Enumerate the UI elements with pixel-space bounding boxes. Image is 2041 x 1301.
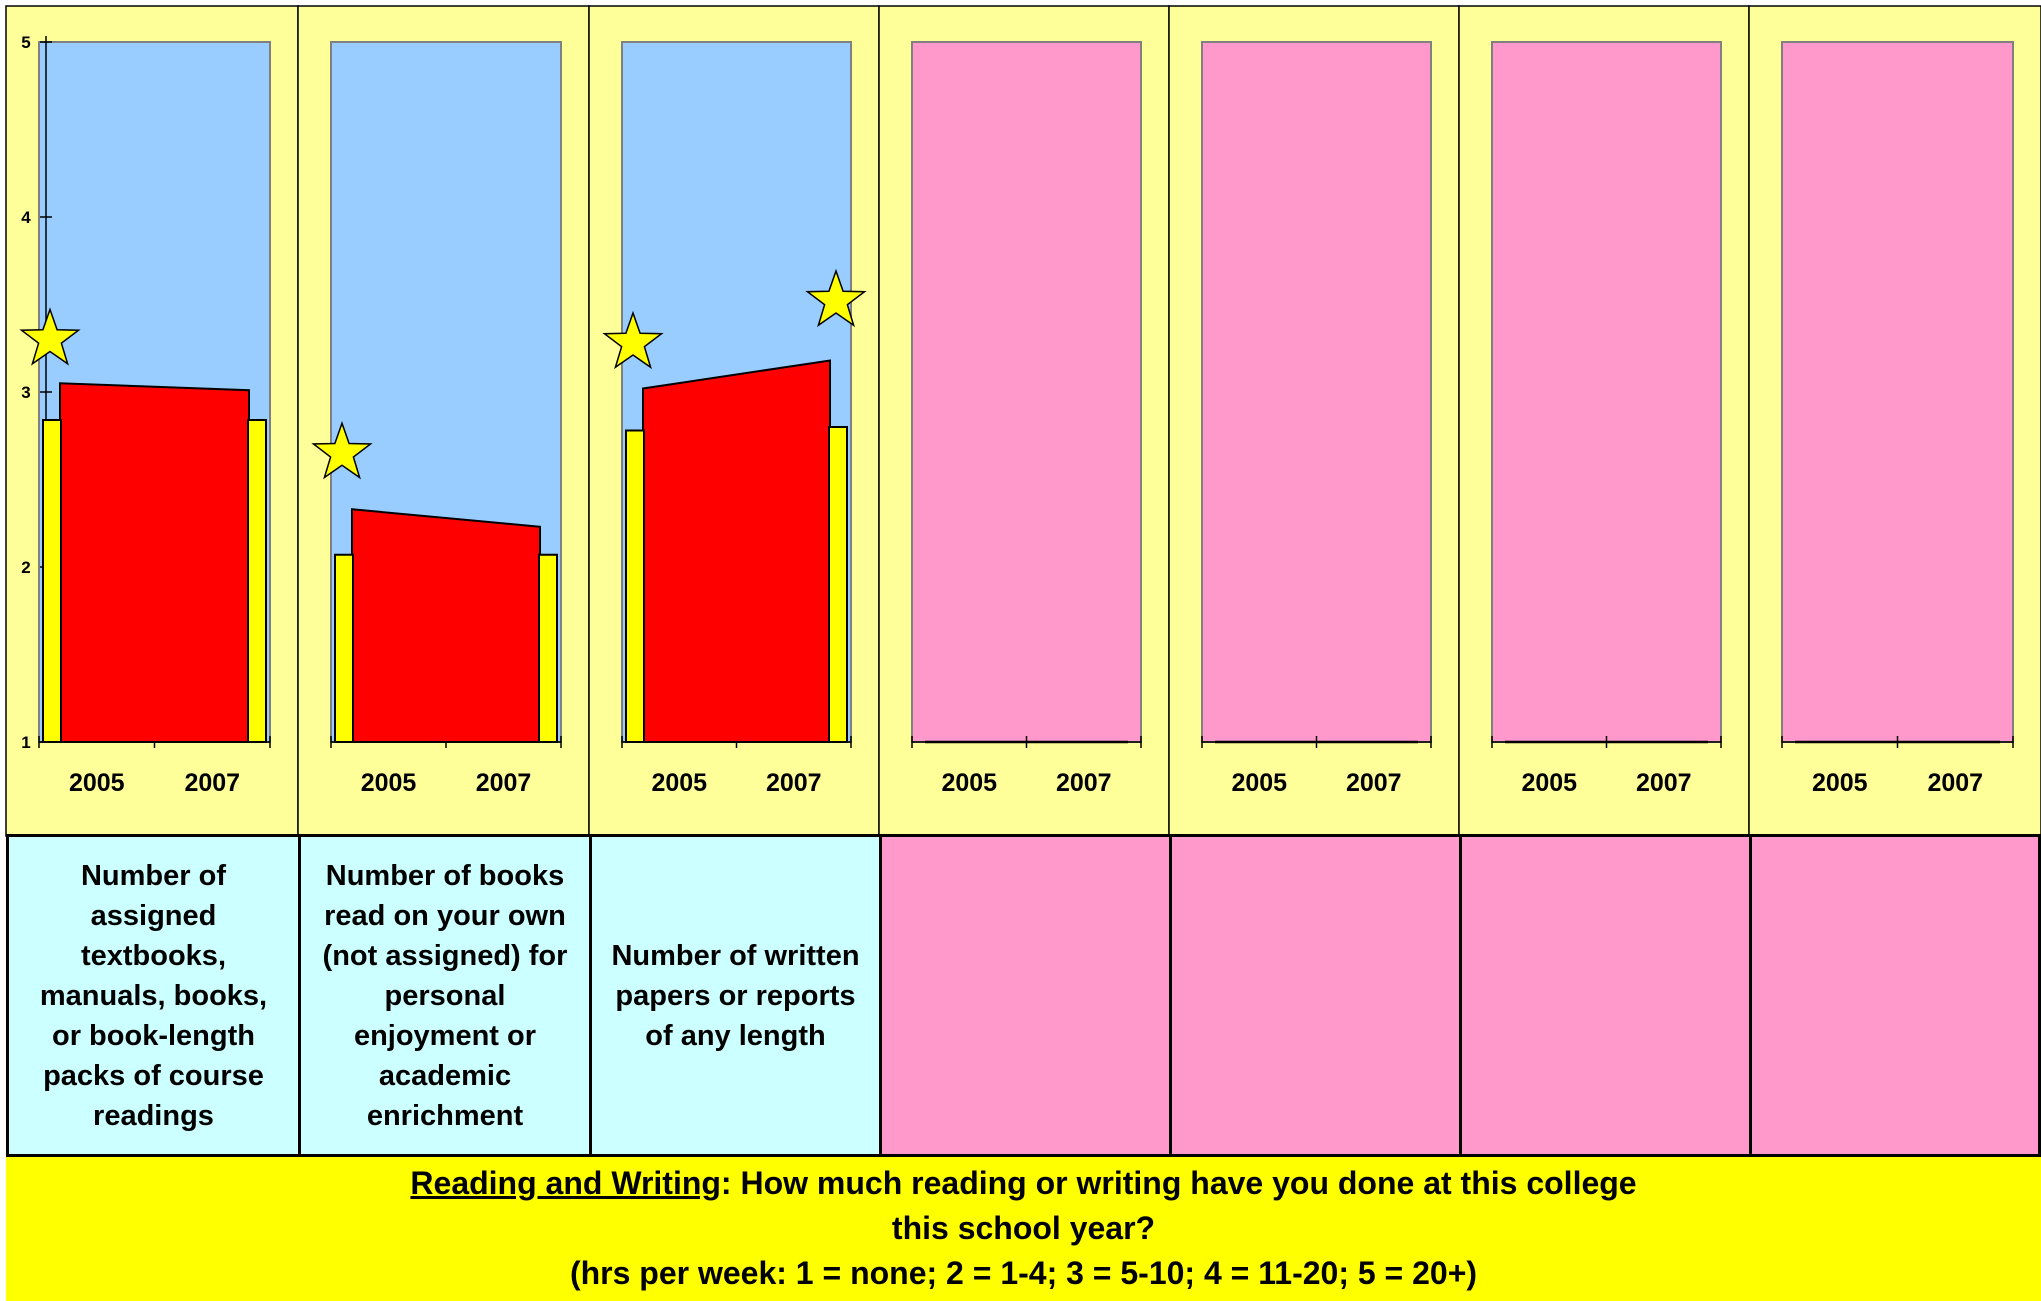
panel-4-plot-area <box>911 41 1142 743</box>
panel-5-x-label-2005: 2005 <box>1231 769 1287 797</box>
footer-line-2: this school year? <box>891 1210 1156 1246</box>
footer-line-1: Reading and Writing: How much reading or… <box>6 1161 2041 1206</box>
panel-2-x-label-2007: 2007 <box>476 769 532 797</box>
panel-4-x-label-2007: 2007 <box>1056 769 1112 797</box>
panel-1-star-2005 <box>19 307 81 366</box>
panel-3-bar-2005 <box>625 429 645 743</box>
panel-label-line: of any length <box>645 1019 826 1052</box>
panel-2-x-label-2005: 2005 <box>361 769 417 797</box>
panel-5-plot-area <box>1201 41 1432 743</box>
panel-3-star-2005 <box>602 310 664 370</box>
panel-2-label: Number of books read on your own (not assi… <box>298 834 589 1154</box>
y-tick-label-2: 2 <box>21 558 30 577</box>
panel-5-label <box>1169 834 1459 1154</box>
panel-6-label <box>1459 834 1749 1154</box>
panel-6-x-label-2005: 2005 <box>1521 769 1577 797</box>
y-tick-label-3: 3 <box>21 383 30 402</box>
panel-6-x-label-2007: 2007 <box>1636 769 1692 797</box>
chart-footer: Reading and Writing: How much reading or… <box>6 1154 2041 1301</box>
panel-label-line: assigned <box>90 899 217 932</box>
y-tick-label-4: 4 <box>21 208 31 227</box>
panel-2-star-2005 <box>311 421 373 480</box>
panel-7-label <box>1749 834 2041 1154</box>
panel-label-line: read on your own <box>324 899 566 932</box>
footer-scale-key: (hrs per week: 1 = none; 2 = 1-4; 3 = 5-… <box>569 1255 1478 1291</box>
panel-label-line: Number of books <box>325 859 565 892</box>
panel-2-bar-2005 <box>334 553 354 743</box>
footer-topic: Reading and Writing <box>410 1165 721 1201</box>
panel-7-plot-area <box>1781 41 2014 743</box>
panel-4-label <box>879 834 1169 1154</box>
panel-6-plot-area <box>1491 41 1722 743</box>
panel-1-label: Number of assigned textbooks, manuals, book… <box>6 834 298 1154</box>
panel-3-star-2007 <box>805 268 867 328</box>
panel-label-line: textbooks, <box>80 939 226 972</box>
panel-label-line: or book-length <box>52 1019 255 1052</box>
panel-1-change-band <box>59 382 250 743</box>
panel-7-x-label-2007: 2007 <box>1927 769 1983 797</box>
panel-label-line: manuals, books, <box>39 979 268 1012</box>
panel-label-line: Number of written <box>611 939 860 972</box>
panel-2-change-band <box>351 508 541 743</box>
footer-question: : How much reading or writing have you d… <box>720 1165 1637 1201</box>
panel-1-label-text: Number of assigned textbooks, manuals, book… <box>40 856 267 1136</box>
panel-label-line: personal <box>384 979 506 1012</box>
panel-5-x-label-2007: 2007 <box>1346 769 1402 797</box>
y-tick-label-5: 5 <box>21 33 30 52</box>
y-tick-label-1: 1 <box>21 733 30 752</box>
panel-label-line: academic <box>378 1059 512 1092</box>
panel-label-line: (not assigned) for <box>322 939 568 972</box>
panel-3-x-label-2005: 2005 <box>651 769 707 797</box>
panel-4-x-label-2005: 2005 <box>941 769 997 797</box>
panel-3-x-label-2007: 2007 <box>766 769 822 797</box>
panel-label-line: Number of <box>80 859 226 892</box>
panel-7-x-label-2005: 2005 <box>1812 769 1868 797</box>
panel-2-label-text: Number of books read on your own (not assi… <box>323 856 568 1136</box>
panel-label-line: readings <box>93 1099 214 1132</box>
panel-1-bar-2007 <box>247 419 267 743</box>
panel-label-line: enjoyment or <box>353 1019 537 1052</box>
panel-3-bar-2007 <box>828 426 848 743</box>
panel-3-label: Number of written papers or reports of any… <box>589 834 879 1154</box>
panel-1-x-label-2005: 2005 <box>69 769 125 797</box>
panel-3-change-band <box>642 359 831 743</box>
panel-label-line: papers or reports <box>615 979 856 1012</box>
panel-3-label-text: Number of written papers or reports of any… <box>611 936 859 1056</box>
panel-1-bar-2005 <box>42 419 62 743</box>
panel-2-bar-2007 <box>538 553 558 743</box>
panel-1-x-label-2007: 2007 <box>184 769 240 797</box>
panel-label-line: packs of course <box>43 1059 264 1092</box>
panel-label-line: enrichment <box>366 1099 524 1132</box>
